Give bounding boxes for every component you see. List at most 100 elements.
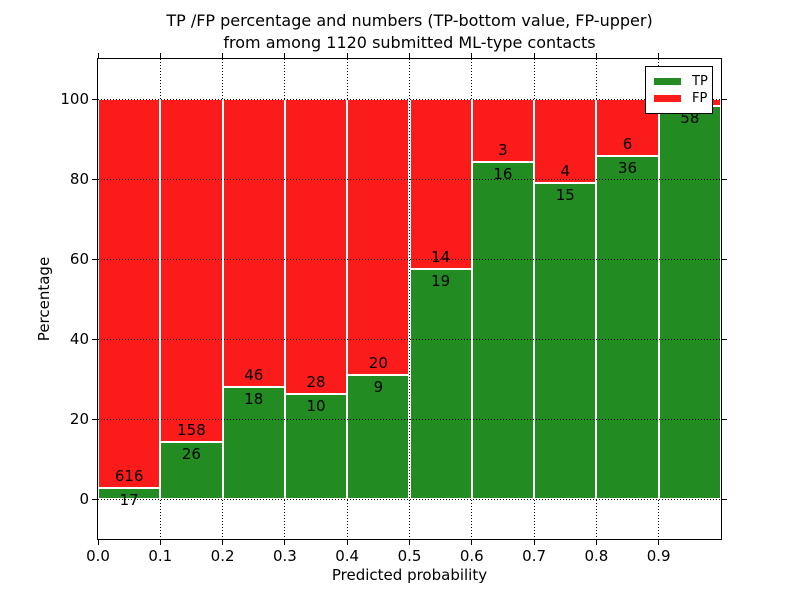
bar-fp-segment (409, 99, 472, 269)
y-tick-label: 40 (69, 330, 89, 348)
x-tick-label: 0.0 (86, 547, 110, 565)
bar-tp-segment (160, 442, 223, 499)
x-tick-top (409, 53, 410, 59)
tp-count-label: 9 (373, 377, 384, 396)
y-tick-right (721, 498, 727, 500)
tp-count-label: 16 (493, 165, 513, 184)
tp-count-label: 15 (555, 186, 575, 205)
bar-tp-segment (98, 488, 161, 499)
y-tick-left (92, 178, 98, 180)
y-tick-right (721, 418, 727, 420)
y-tick-left (92, 258, 98, 260)
bar-fp-segment (534, 99, 597, 184)
legend-label-tp: TP (692, 74, 708, 89)
y-gridline (98, 498, 721, 500)
bar-tp-segment (534, 183, 597, 499)
fp-count-label: 4 (560, 162, 571, 181)
x-tick-label: 0.9 (646, 547, 671, 565)
y-gridline (98, 418, 721, 420)
y-gridline (98, 338, 721, 340)
legend-entry-tp: TP (654, 73, 712, 90)
legend-entry-fp: FP (654, 90, 712, 107)
x-tick-bottom (222, 539, 224, 545)
x-tick-bottom (533, 539, 535, 545)
x-tick-label: 0.2 (210, 547, 235, 565)
bar-fp-segment (284, 99, 348, 394)
tp-count-label: 18 (244, 389, 264, 408)
bar-tp-segment (222, 386, 285, 499)
y-tick-right (721, 178, 727, 180)
x-tick-bottom (346, 539, 348, 545)
chart-title: TP /FP percentage and numbers (TP-bottom… (98, 10, 721, 54)
chart-title-line1: TP /FP percentage and numbers (TP-bottom… (166, 11, 653, 30)
y-tick-label: 80 (69, 170, 89, 188)
x-tick-bottom (595, 539, 597, 545)
fp-count-label: 46 (244, 365, 264, 384)
x-tick-top (533, 53, 535, 59)
x-tick-top (222, 53, 224, 59)
fp-count-label: 14 (431, 247, 451, 266)
legend: TP FP (645, 66, 713, 114)
x-tick-bottom (97, 539, 99, 545)
fp-color-swatch (654, 95, 681, 102)
bar-tp-segment (658, 105, 721, 499)
y-tick-label: 60 (69, 250, 89, 268)
x-tick-top (284, 53, 286, 59)
y-tick-left (92, 98, 98, 100)
x-tick-top (97, 53, 99, 59)
x-tick-bottom (284, 539, 286, 545)
x-tick-bottom (471, 539, 473, 545)
x-tick-label: 0.1 (148, 547, 173, 565)
bar-fp-segment (160, 99, 223, 443)
x-tick-label: 0.7 (522, 547, 547, 565)
y-gridline (98, 258, 721, 260)
fp-count-label: 3 (498, 141, 508, 160)
fp-count-label: 158 (177, 421, 206, 440)
x-tick-top (658, 53, 660, 59)
legend-label-fp: FP (692, 91, 708, 106)
x-tick-bottom (159, 539, 161, 545)
bar-fp-segment (471, 99, 535, 163)
bar-fp-segment (347, 99, 410, 375)
chart-title-line2: from among 1120 submitted ML-type contac… (223, 33, 596, 52)
y-tick-label: 100 (60, 90, 89, 108)
x-tick-label: 0.6 (459, 547, 484, 565)
x-tick-top (595, 53, 597, 59)
fp-count-label: 616 (114, 467, 144, 486)
y-tick-label: 0 (79, 490, 89, 508)
y-tick-label: 20 (69, 410, 89, 428)
y-tick-left (92, 338, 98, 340)
bar-tp-segment (347, 374, 410, 499)
tp-count-label: 19 (431, 271, 451, 290)
bar-tp-segment (471, 162, 535, 499)
x-tick-label: 0.5 (397, 547, 422, 565)
tp-count-label: 10 (306, 396, 326, 415)
tp-color-swatch (654, 78, 681, 85)
x-tick-top (471, 53, 473, 59)
y-tick-left (92, 418, 98, 420)
tp-count-label: 26 (181, 445, 201, 464)
x-tick-label: 0.4 (335, 547, 360, 565)
y-gridline (98, 178, 721, 180)
plot-area: TP FP 616 17 158 26 46 18 28 10 20 9 14 19 3 16 4 15 6 36… (97, 58, 722, 540)
bar-tp-segment (284, 393, 348, 499)
x-tick-top (159, 53, 161, 59)
y-tick-right (721, 338, 727, 340)
y-gridline (98, 98, 721, 100)
x-tick-label: 0.3 (272, 547, 297, 565)
x-axis-label: Predicted probability (331, 566, 488, 584)
bar-fp-segment (98, 99, 161, 489)
x-tick-bottom (409, 539, 410, 545)
tp-count-label: 17 (119, 491, 139, 510)
x-tick-bottom (658, 539, 660, 545)
y-tick-right (721, 258, 727, 260)
fp-count-label: 28 (306, 372, 326, 391)
bar-tp-segment (409, 268, 472, 499)
bar-fp-segment (222, 99, 285, 387)
tp-count-label: 36 (617, 159, 638, 178)
fp-count-label: 6 (622, 135, 633, 154)
x-tick-top (346, 53, 348, 59)
y-axis-label: Percentage (35, 256, 53, 342)
y-tick-right (721, 98, 727, 100)
